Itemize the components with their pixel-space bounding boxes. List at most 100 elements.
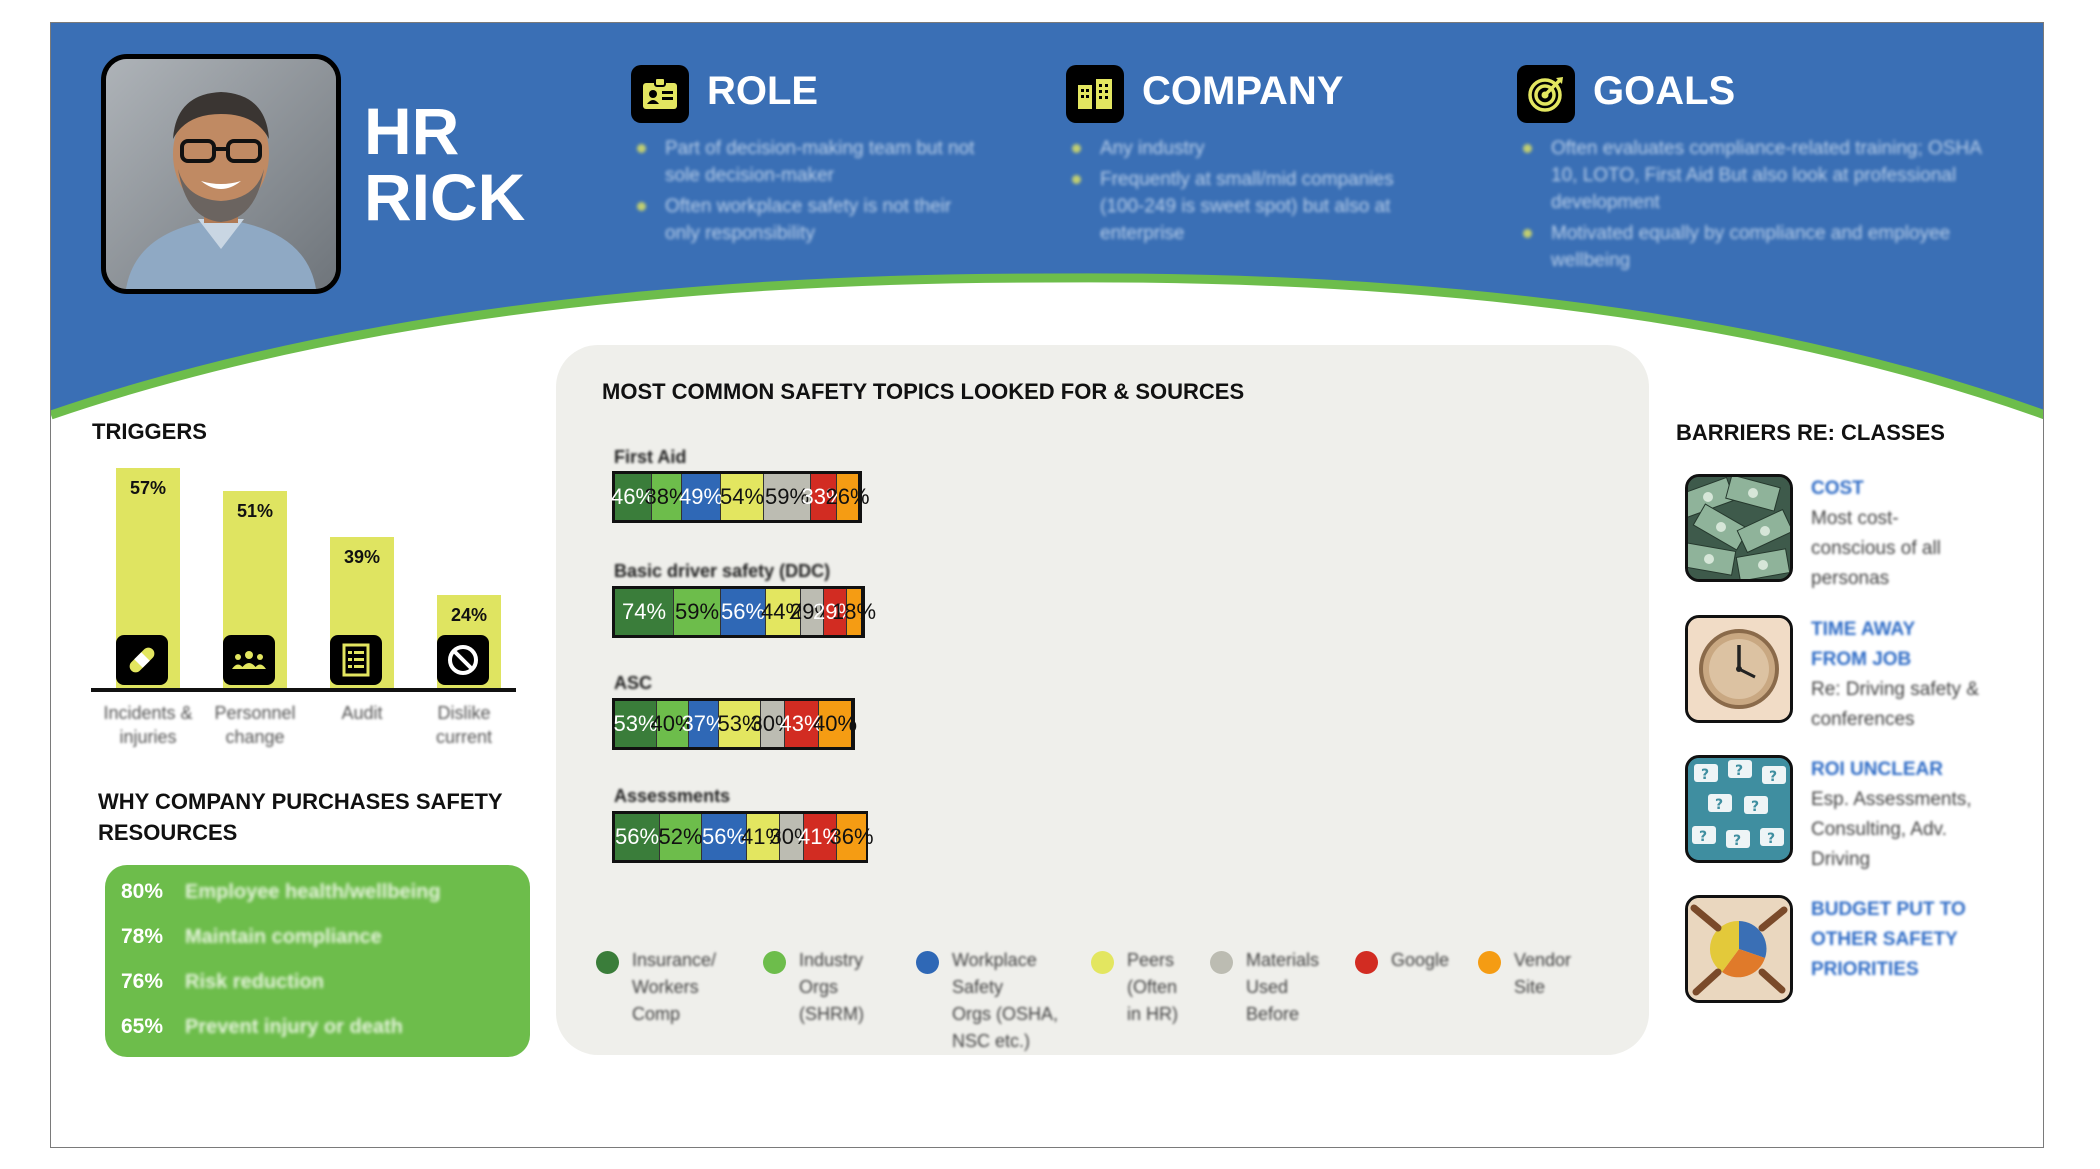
topic-segment: 41% — [741, 814, 785, 860]
why-text: Risk reduction — [185, 970, 324, 993]
topic-segment: 59% — [764, 474, 811, 520]
list-item: Any industry — [1066, 135, 1436, 162]
barrier-title: COST — [1811, 478, 1864, 499]
svg-text:?: ? — [1701, 767, 1709, 783]
barrier-title: ROI UNCLEAR — [1811, 759, 1943, 780]
svg-text:?: ? — [1733, 833, 1741, 849]
legend-label: Materials Used Before — [1246, 950, 1320, 1024]
why-text: Employee health/wellbeing — [185, 880, 441, 903]
topic-segment: 54% — [720, 474, 764, 520]
topic-segment: 74% — [615, 589, 674, 635]
topic-segment: 59% — [674, 589, 721, 635]
trigger-category: Dislike current — [435, 703, 493, 747]
role-title: ROLE — [707, 69, 819, 113]
why-pct: 78% — [121, 925, 164, 948]
barrier-text: Esp. Assessments, Consulting, Adv. Drivi… — [1811, 789, 1972, 870]
legend-label: Peers (Often in HR) — [1127, 950, 1179, 1024]
topic-segment: 53% — [613, 701, 658, 747]
id-badge-icon — [631, 65, 689, 123]
persona-name: HR RICK — [364, 94, 526, 234]
list-item: Motivated equally by compliance and empl… — [1517, 220, 1987, 274]
target-icon — [1517, 65, 1575, 123]
barrier-text: Most cost- conscious of all personas — [1811, 508, 1941, 589]
topic-label: Basic driver safety (DDC) — [614, 561, 831, 581]
buildings-icon — [1066, 65, 1124, 123]
svg-text:?: ? — [1735, 763, 1743, 779]
legend-label: Vendor Site — [1514, 950, 1572, 997]
pie-chart-hands-icon — [1685, 895, 1793, 1003]
legend-dot — [1478, 951, 1501, 974]
why-title: WHY COMPANY PURCHASES SAFETY RESOURCES — [98, 789, 503, 845]
trigger-value: 24% — [450, 605, 488, 625]
trigger-category: Incidents & injuries — [103, 703, 193, 747]
svg-text:?: ? — [1769, 769, 1777, 785]
topic-segment: 37% — [681, 701, 726, 747]
company-bullets: Any industry Frequently at small/mid com… — [1066, 135, 1436, 251]
role-bullets: Part of decision-making team but not sol… — [631, 135, 991, 251]
list-item: Often workplace safety is not their only… — [631, 193, 991, 247]
legend-dot — [763, 951, 786, 974]
topic-bar: 53% 40% 37% 53% 30% 43% 40% — [612, 698, 857, 750]
why-pct: 65% — [121, 1015, 164, 1038]
topic-segment: 38% — [644, 474, 689, 520]
topic-segment: 49% — [679, 474, 723, 520]
list-item: Often evaluates compliance-related train… — [1517, 135, 1987, 216]
topic-label: First Aid — [614, 447, 687, 467]
why-box: 80% Employee health/wellbeing 78% Maintain… — [105, 865, 530, 1057]
list-item: 76% Risk reduction — [121, 967, 324, 997]
topic-segment: 52% — [658, 814, 703, 860]
legend-label: Insurance/ Workers Comp — [632, 950, 717, 1024]
why-pct: 80% — [121, 880, 164, 903]
people-icon — [223, 635, 275, 685]
barrier-title: BUDGET PUT TO OTHER SAFETY PRIORITIES — [1811, 899, 1966, 980]
barrier-text: Re: Driving safety & conferences — [1811, 679, 1979, 730]
list-item: Part of decision-making team but not sol… — [631, 135, 991, 189]
trigger-category: Personnel change — [214, 703, 296, 747]
legend-dot — [1210, 951, 1233, 974]
checklist-icon — [330, 635, 382, 685]
why-pct: 76% — [121, 970, 164, 993]
list-item: Frequently at small/mid companies (100-2… — [1066, 166, 1436, 247]
prohibited-icon — [437, 635, 489, 685]
topic-label: ASC — [614, 673, 653, 693]
clock-icon — [1685, 615, 1793, 723]
money-icon — [1685, 474, 1793, 582]
legend-label: Industry Orgs (SHRM) — [799, 950, 864, 1024]
topic-segment: 40% — [813, 701, 857, 747]
legend-dot — [1091, 951, 1114, 974]
topic-label: Assessments — [614, 786, 731, 806]
topic-segment: 41% — [798, 814, 842, 860]
barrier-title: TIME AWAY FROM JOB — [1811, 619, 1916, 670]
why-text: Maintain compliance — [185, 925, 382, 948]
trigger-value: 51% — [236, 501, 274, 521]
legend-label: Google — [1391, 950, 1450, 970]
topic-segment: 44% — [761, 589, 805, 635]
legend-dot — [1355, 951, 1378, 974]
persona-photo — [101, 54, 341, 294]
topic-segment: 18% — [832, 589, 876, 635]
topic-bar: 56% 52% 56% 41% 30% 41% 36% — [612, 811, 874, 863]
svg-text:?: ? — [1751, 799, 1759, 815]
triggers-baseline — [91, 688, 516, 692]
legend-label: Workplace Safety Orgs (OSHA, NSC etc.) — [952, 950, 1059, 1051]
barriers-title: BARRIERS RE: CLASSES — [1676, 420, 1945, 445]
topics-title: MOST COMMON SAFETY TOPICS LOOKED FOR & S… — [602, 379, 1245, 404]
topic-segment: 43% — [779, 701, 824, 747]
goals-bullets: Often evaluates compliance-related train… — [1517, 135, 1987, 278]
trigger-category: Audit — [341, 703, 383, 723]
goals-title: GOALS — [1593, 69, 1736, 113]
triggers-title: TRIGGERS — [92, 419, 207, 444]
why-text: Prevent injury or death — [185, 1015, 403, 1038]
topic-segment: 40% — [650, 701, 695, 747]
bandage-icon — [116, 635, 168, 685]
company-title: COMPANY — [1142, 69, 1344, 113]
svg-text:?: ? — [1715, 797, 1723, 813]
list-item: 65% Prevent injury or death — [121, 1012, 403, 1042]
list-item: 80% Employee health/wellbeing — [121, 877, 441, 907]
legend-dot — [596, 951, 619, 974]
topic-segment: 53% — [717, 701, 762, 747]
topic-bar: 74% 59% 56% 44% 29% 29% 18% — [612, 586, 876, 638]
trigger-value: 57% — [129, 478, 167, 498]
persona-slide: HR RICK ROLE Part of decision-making tea… — [50, 22, 2044, 1148]
legend-dot — [916, 951, 939, 974]
